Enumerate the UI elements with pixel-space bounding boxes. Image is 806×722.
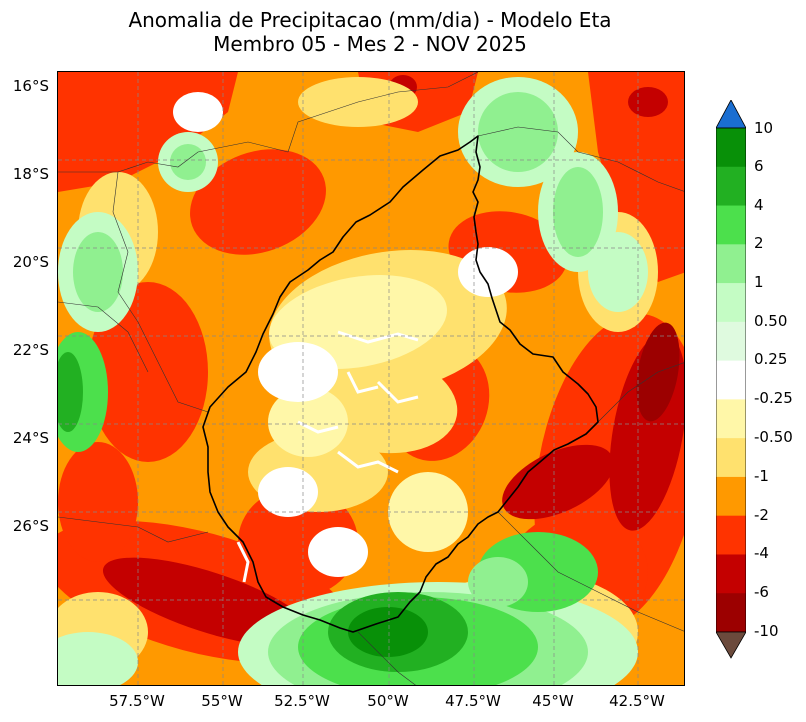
anomaly-region <box>468 557 528 607</box>
colorbar-label: -2 <box>754 506 769 524</box>
colorbar-segment <box>716 399 746 439</box>
anomaly-region <box>258 467 318 517</box>
colorbar-label: -4 <box>754 544 769 562</box>
anomaly-region <box>58 632 138 685</box>
colorbar-label: -6 <box>754 583 769 601</box>
anomaly-region <box>502 444 614 520</box>
colorbar-segment <box>716 360 746 400</box>
anomaly-region <box>190 149 326 255</box>
state-borders <box>58 72 684 685</box>
colorbar-label: 1 <box>754 273 764 291</box>
anomaly-region <box>308 527 368 577</box>
colorbar-segment <box>716 244 746 284</box>
state-border <box>477 126 684 192</box>
colorbar-label: -1 <box>754 467 769 485</box>
colorbar-over-arrow <box>716 100 746 129</box>
state-border <box>287 72 479 153</box>
state-border <box>58 516 209 543</box>
lat-label-24S: 24°S <box>12 429 49 447</box>
colorbar-label: 0.25 <box>754 350 788 368</box>
colorbar-segment <box>716 205 746 245</box>
colorbar-label: 4 <box>754 196 764 214</box>
state-border <box>497 511 684 632</box>
reservoir <box>297 420 339 434</box>
reservoir <box>376 380 419 404</box>
reservoir <box>236 541 250 583</box>
anomaly-region <box>170 144 206 180</box>
lon-label-57-5W: 57.5°W <box>109 692 165 710</box>
lat-label-18S: 18°S <box>12 165 49 183</box>
anomaly-region <box>588 232 648 312</box>
anomaly-region <box>58 442 138 562</box>
colorbar-label: -0.50 <box>754 428 793 446</box>
river-basin-outline <box>202 135 599 633</box>
precipitation-anomaly-map <box>57 71 685 686</box>
anomaly-region <box>553 167 603 257</box>
colorbar-segment <box>716 283 746 323</box>
colorbar-label: 2 <box>754 234 764 252</box>
lon-label-47-5W: 47.5°W <box>445 692 501 710</box>
anomaly-region <box>58 352 83 432</box>
lon-label-52-5W: 52.5°W <box>274 692 330 710</box>
lat-label-26S: 26°S <box>12 517 49 535</box>
lon-label-45W: 45°W <box>532 692 574 710</box>
reservoir <box>346 371 379 394</box>
colorbar-label: 6 <box>754 157 764 175</box>
colorbar-label: -0.25 <box>754 389 793 407</box>
anomaly-region <box>173 92 223 132</box>
colorbar-segments <box>716 127 746 633</box>
colorbar-segment <box>716 128 746 168</box>
map-canvas <box>58 72 684 685</box>
colorbar-segment <box>716 166 746 207</box>
graticule <box>58 72 684 685</box>
state-border <box>58 301 149 373</box>
lat-label-16S: 16°S <box>12 77 49 95</box>
map-title-line1: Anomalia de Precipitacao (mm/dia) - Mode… <box>128 8 612 32</box>
anomaly-region <box>458 247 518 297</box>
colorbar-label: 10 <box>754 119 774 137</box>
anomaly-region <box>388 472 468 552</box>
state-border <box>112 171 209 413</box>
colorbar-segment <box>716 321 746 362</box>
colorbar-segment <box>716 593 746 633</box>
state-border <box>357 631 416 685</box>
anomaly-region <box>628 87 668 117</box>
colorbar-label: 0.50 <box>754 312 788 330</box>
anomaly-fields <box>58 72 684 685</box>
lat-label-20S: 20°S <box>12 253 49 271</box>
lon-label-50W: 50°W <box>367 692 409 710</box>
anomaly-region <box>478 92 558 172</box>
colorbar-segment <box>716 554 746 594</box>
anomaly-region <box>348 607 428 657</box>
anomaly-region <box>588 72 684 282</box>
colorbar <box>716 100 746 659</box>
anomaly-region <box>268 387 348 457</box>
anomaly-region <box>73 232 123 312</box>
reservoir <box>337 450 399 474</box>
colorbar-segment <box>716 476 746 517</box>
lon-label-55W: 55°W <box>201 692 243 710</box>
colorbar-under-arrow <box>716 631 746 659</box>
colorbar-segment <box>716 438 746 478</box>
colorbar-label: -10 <box>754 622 779 640</box>
lat-label-22S: 22°S <box>12 341 49 359</box>
lon-label-42-5W: 42.5°W <box>609 692 665 710</box>
map-title-line2: Membro 05 - Mes 2 - NOV 2025 <box>213 32 527 56</box>
anomaly-region <box>258 342 338 402</box>
reservoir <box>337 330 419 344</box>
state-border <box>597 362 684 423</box>
colorbar-segment <box>716 515 746 555</box>
